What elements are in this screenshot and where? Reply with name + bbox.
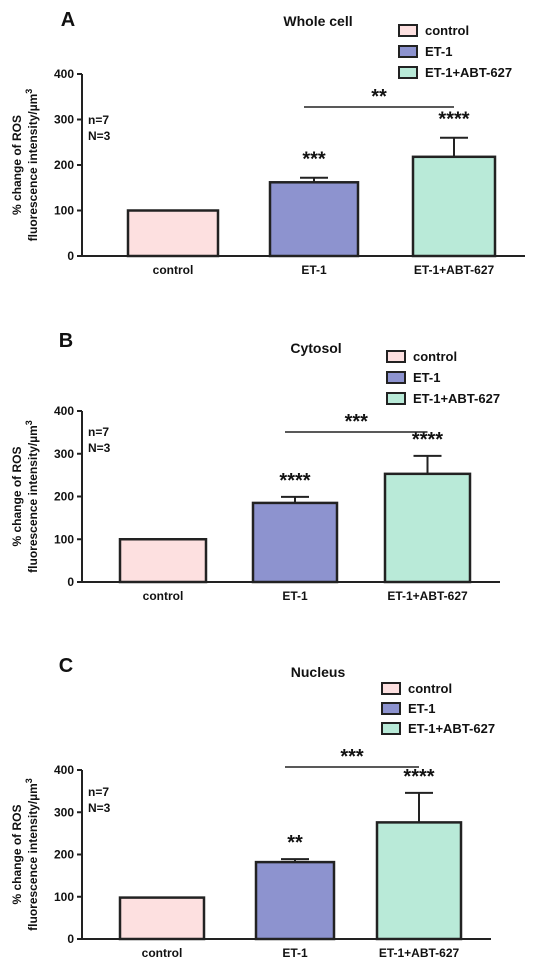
sample-size-note: n=7 [88,113,109,127]
panel-c: C Nucleus 0 100 200 300 400 % change of ROS fluo… [10,655,495,960]
significance-marker: **** [403,766,434,788]
y-axis-label-line1: % change of ROS [10,804,24,904]
panel-letter: B [59,330,73,352]
legend-label: ET-1+ABT-627 [425,65,512,80]
significance-marker: *** [302,149,326,171]
x-category-label: ET-1+ABT-627 [414,263,495,277]
legend-swatch [398,45,418,58]
comparison-significance: ** [371,86,387,108]
bar-et-1 [254,860,336,941]
y-tick-label: 0 [67,932,74,946]
sample-size-note: N=3 [88,801,111,815]
significance-marker: **** [412,429,443,451]
x-category-label: control [143,589,184,603]
legend-swatch [381,702,401,715]
legend-swatch [386,392,406,405]
panel-letter: A [61,9,75,31]
panel-title: Whole cell [283,13,352,29]
legend-label: control [408,681,452,696]
y-tick-label: 200 [54,158,74,172]
y-tick-label: 400 [54,67,74,81]
x-category-label: control [153,263,194,277]
y-tick-label: 400 [54,404,74,418]
y-tick-label: 300 [54,113,74,127]
significance-marker: **** [279,470,310,492]
panel-letter: C [59,655,73,677]
y-axis-label-line2: fluorescence intensity/µm3 [24,778,40,931]
legend-label: ET-1+ABT-627 [413,391,500,406]
legend-label: control [413,349,457,364]
y-axis-label-line2: fluorescence intensity/µm3 [24,420,40,573]
bar-control [118,896,206,941]
x-category-label: control [142,946,183,960]
significance-marker: **** [438,109,469,131]
y-axis-label-line2: fluorescence intensity/µm3 [24,89,40,242]
x-category-label: ET-1 [282,589,308,603]
sample-size-note: N=3 [88,441,111,455]
bar-control [126,209,220,258]
legend-label: ET-1 [413,370,440,385]
bar-et-1-abt-627 [411,155,497,258]
comparison-significance: *** [340,746,364,768]
panel-b: B Cytosol 0 100 200 300 400 % change of ROS fluo… [10,330,500,603]
y-tick-label: 0 [67,575,74,589]
legend-swatch [381,722,401,735]
x-category-label: ET-1+ABT-627 [387,589,468,603]
x-category-label: ET-1+ABT-627 [379,946,460,960]
bar-et-1-abt-627 [383,472,472,584]
bar-control [118,538,208,584]
y-tick-label: 0 [67,249,74,263]
legend-label: ET-1+ABT-627 [408,721,495,736]
x-category-label: ET-1 [301,263,327,277]
legend-swatch [398,24,418,37]
y-tick-label: 100 [54,890,74,904]
x-category-label: ET-1 [282,946,308,960]
y-axis-label-line1: % change of ROS [10,446,24,546]
legend-swatch [381,682,401,695]
y-tick-label: 400 [54,763,74,777]
y-axis-label-line1: % change of ROS [10,115,24,215]
bar-et-1 [251,501,339,584]
y-tick-label: 300 [54,447,74,461]
legend-label: ET-1 [408,701,435,716]
legend-label: ET-1 [425,44,452,59]
y-tick-label: 200 [54,848,74,862]
sample-size-note: n=7 [88,425,109,439]
bar-et-1 [268,181,360,258]
legend-label: control [425,23,469,38]
panel-title: Nucleus [291,664,346,680]
legend-swatch [386,371,406,384]
legend-swatch [386,350,406,363]
bar-et-1-abt-627 [375,821,463,941]
y-tick-label: 300 [54,805,74,819]
y-tick-label: 200 [54,490,74,504]
legend-swatch [398,66,418,79]
y-tick-label: 100 [54,532,74,546]
y-tick-label: 100 [54,204,74,218]
panel-a: A Whole cell 0 100 200 300 400 % change of ROS f… [10,9,525,277]
significance-marker: ** [287,832,303,854]
panel-title: Cytosol [290,340,341,356]
sample-size-note: n=7 [88,785,109,799]
sample-size-note: N=3 [88,129,111,143]
comparison-significance: *** [345,411,369,433]
